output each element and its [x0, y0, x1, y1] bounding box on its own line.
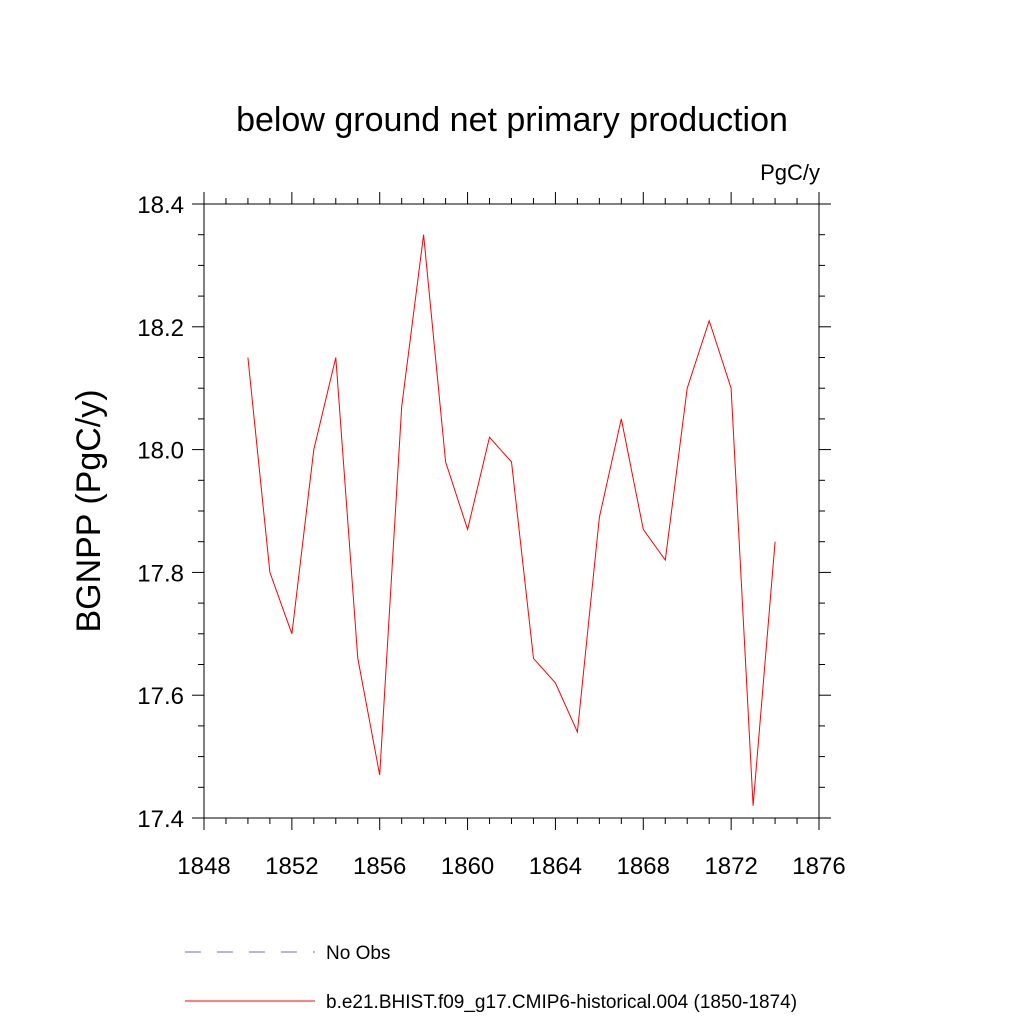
y-tick-label: 17.6 — [137, 683, 184, 710]
series-line-0 — [247, 234, 776, 806]
legend: No Obs b.e21.BHIST.f09_g17.CMIP6-histori… — [185, 943, 797, 1013]
axis-ticks — [192, 192, 831, 830]
y-tick-label: 18.0 — [137, 438, 184, 465]
x-tick-label: 1856 — [353, 853, 406, 880]
y-tick-label: 17.4 — [137, 806, 184, 833]
x-tick-label: 1864 — [529, 853, 582, 880]
series-layer — [247, 234, 776, 806]
x-tick-label: 1876 — [792, 853, 845, 880]
chart-title: below ground net primary production — [236, 101, 788, 139]
units-label: PgC/y — [760, 160, 820, 185]
x-tick-label: 1860 — [441, 853, 494, 880]
legend-label-no-obs: No Obs — [326, 943, 390, 964]
legend-label-historical: b.e21.BHIST.f09_g17.CMIP6-historical.004… — [326, 992, 797, 1013]
plot-frame — [203, 203, 820, 819]
y-tick-label: 17.8 — [137, 560, 184, 587]
y-axis-label: BGNPP (PgC/y) — [70, 389, 108, 632]
y-tick-label: 18.2 — [137, 315, 184, 342]
x-tick-label: 1872 — [704, 853, 757, 880]
x-tick-label: 1868 — [617, 853, 670, 880]
y-tick-label: 18.4 — [137, 192, 184, 219]
x-tick-labels: 1848 1852 1856 1860 1864 1868 1872 1876 — [177, 853, 845, 880]
x-tick-label: 1848 — [177, 853, 230, 880]
y-tick-labels: 17.4 17.6 17.8 18.0 18.2 18.4 — [137, 192, 184, 833]
x-tick-label: 1852 — [265, 853, 318, 880]
